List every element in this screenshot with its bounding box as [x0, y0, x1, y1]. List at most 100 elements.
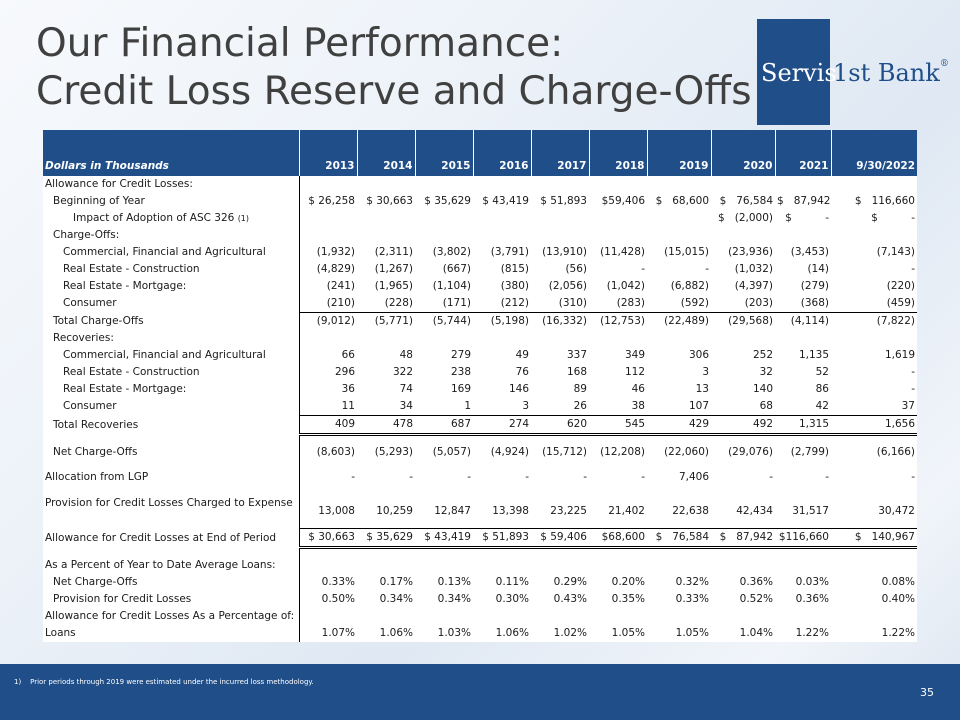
value-cell: (2,056): [548, 280, 587, 292]
value-cell: (815): [500, 263, 529, 275]
value-cell: 409: [299, 415, 357, 436]
value-cell: 52: [815, 366, 829, 378]
credit-loss-table-container: Dollars in Thousands 2013 2014 2015 2016 2017…: [43, 130, 917, 642]
value-cell: [831, 557, 917, 574]
title-line-1: Our Financial Performance:: [36, 21, 564, 66]
spacer-cell: [357, 548, 415, 558]
value-cell: 1,315: [775, 415, 831, 436]
value-cell: [357, 210, 415, 227]
value-cell: (1,932): [316, 246, 355, 258]
spacer-cell: [43, 547, 300, 557]
value-cell: [415, 210, 473, 227]
value-cell: 0.29%: [553, 576, 587, 588]
value-cell: [589, 557, 647, 574]
row-label-text: Impact of Adoption of ASC 326: [73, 212, 235, 224]
value-cell: [589, 210, 647, 227]
value-cell: (8,603): [316, 446, 355, 458]
value-cell: $ 35,629: [424, 195, 471, 207]
row-label-text: Consumer: [63, 297, 117, 310]
value-cell: 68: [711, 398, 775, 416]
value-cell: 1,656: [831, 415, 917, 436]
value-cell: (22,489): [664, 315, 709, 327]
value-cell: 0.03%: [795, 576, 829, 588]
value-cell: $ (2,000): [718, 212, 773, 224]
logo-text-1st-bank: 1st Bank®: [833, 59, 949, 87]
header-year-cell: 2017: [531, 130, 590, 176]
value-cell: [415, 330, 473, 347]
value-cell: 238: [450, 366, 471, 378]
spacer-cell: [589, 435, 647, 445]
table-row: Real Estate - Mortgage: 36 74 169 146 89 46 13 1…: [43, 381, 917, 398]
value-cell: 89: [573, 383, 587, 395]
value-cell: 274: [473, 415, 531, 436]
row-label: Total Recoveries: [43, 415, 300, 435]
table-row: Net Charge-Offs (8,603) (5,293) (5,057) (4,9…: [43, 444, 917, 461]
value-cell: 492: [711, 415, 775, 436]
value-cell: [299, 210, 357, 227]
value-cell: (171): [415, 295, 473, 313]
value-cell: $68,600: [589, 528, 647, 549]
spacer-cell: [711, 435, 775, 445]
value-cell: (310): [531, 295, 589, 313]
value-cell: [589, 176, 647, 193]
row-label-text: Total Charge-Offs: [53, 314, 144, 327]
row-label-text: Real Estate - Construction: [63, 263, 200, 275]
value-cell: 0.32%: [675, 576, 709, 588]
row-label-text: Beginning of Year: [53, 195, 145, 207]
value-cell: [357, 176, 415, 193]
value-cell: 3: [473, 398, 531, 416]
spacer-cell: [357, 435, 415, 445]
value-cell: 1.05%: [611, 627, 645, 639]
value-cell: 349: [624, 349, 645, 361]
value-cell: 23,225: [550, 505, 587, 517]
spacer-cell: [473, 461, 531, 469]
value-cell: 1.03%: [437, 627, 471, 639]
value-cell: 7,406: [678, 471, 709, 483]
title-line-2: Credit Loss Reserve and Charge-Offs: [36, 69, 752, 114]
value-cell: 38: [589, 398, 647, 416]
value-cell: 0.43%: [553, 593, 587, 605]
value-cell: $ 51,893: [540, 195, 587, 207]
value-cell: (3,453): [790, 246, 829, 258]
value-cell: (2,311): [374, 246, 413, 258]
row-label-text: Recoveries:: [53, 332, 114, 344]
row-label-text: Real Estate - Mortgage:: [63, 383, 187, 395]
value-cell: 0.52%: [739, 593, 773, 605]
spacer-cell: [775, 520, 831, 529]
spacer-cell: [831, 520, 917, 529]
value-cell: [647, 557, 711, 574]
value-cell: 86: [815, 383, 829, 395]
value-cell: [775, 330, 831, 347]
value-cell: 22,638: [672, 505, 709, 517]
spacer-cell: [43, 520, 300, 529]
value-cell: (228): [357, 295, 415, 313]
row-label-text: Net Charge-Offs: [53, 576, 138, 588]
value-cell: $59,406: [601, 195, 645, 207]
value-cell: 1.07%: [321, 627, 355, 639]
value-cell: [299, 330, 357, 347]
footer-bar: [0, 664, 960, 720]
page-title: Our Financial Performance: Credit Loss R…: [36, 20, 752, 116]
header-label-cell: Dollars in Thousands: [43, 130, 300, 176]
value-cell: (5,293): [374, 446, 413, 458]
table-row: Allowance for Credit Losses:: [43, 176, 917, 193]
row-label-text: Commercial, Financial and Agricultural: [63, 349, 266, 361]
table-row: Consumer 11 34 1 3 26 38 107 68 42 37: [43, 398, 917, 416]
value-cell: -: [911, 366, 915, 378]
spacer-cell: [647, 461, 711, 469]
row-label-text: Provision for Credit Losses Charged to E…: [45, 496, 293, 509]
value-cell: (6,166): [876, 446, 915, 458]
row-label: Commercial, Financial and Agricultural: [43, 347, 300, 364]
row-label-text: Real Estate - Mortgage:: [63, 280, 187, 292]
value-cell: (368): [775, 295, 831, 313]
spacer-cell: [415, 520, 473, 529]
value-cell: 3: [702, 366, 709, 378]
value-cell: (6,882): [670, 280, 709, 292]
value-cell: 1.06%: [379, 627, 413, 639]
value-cell: 1.22%: [881, 627, 915, 639]
value-cell: [589, 227, 647, 244]
row-label: Commercial, Financial and Agricultural: [43, 244, 300, 261]
value-cell: $ 116,660: [854, 195, 915, 207]
value-cell: (14): [807, 263, 829, 275]
value-cell: 21,402: [608, 505, 645, 517]
